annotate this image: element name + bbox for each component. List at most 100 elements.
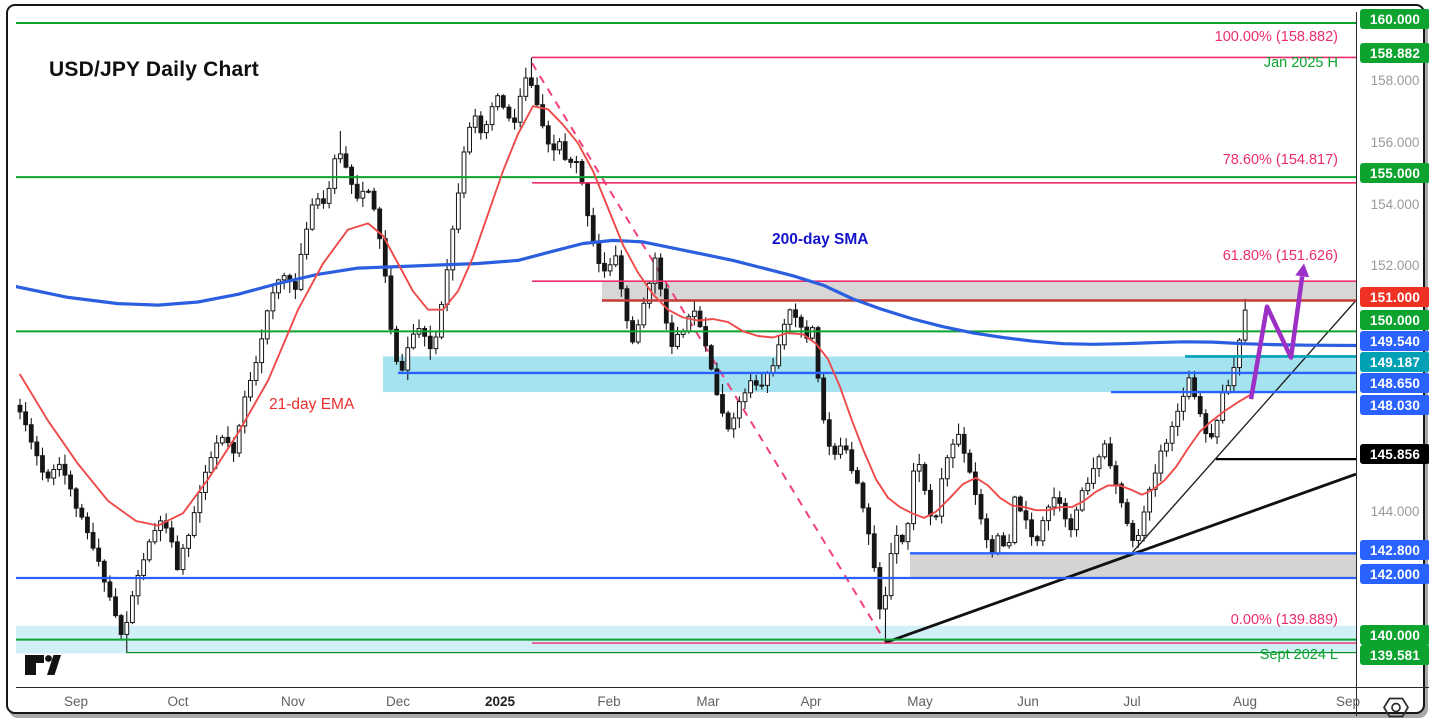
- candle: [742, 388, 748, 410]
- candle: [304, 221, 310, 260]
- candle-body: [349, 166, 354, 185]
- candle: [860, 481, 866, 513]
- candle-body: [455, 192, 461, 230]
- price-axis-separator: [1356, 12, 1357, 716]
- chart-canvas[interactable]: [16, 12, 1356, 687]
- candle: [540, 94, 546, 129]
- candle-body: [613, 255, 619, 266]
- candle: [40, 447, 45, 481]
- candle-body: [34, 441, 40, 457]
- time-axis-separator: [16, 687, 1429, 688]
- candle: [854, 467, 860, 485]
- candle-body: [708, 345, 714, 370]
- candle-body: [1023, 510, 1029, 521]
- tv-logo-t: [25, 655, 44, 675]
- candle-body: [905, 523, 911, 543]
- candle: [787, 308, 793, 335]
- candle-body: [360, 190, 366, 199]
- candle-body: [1152, 472, 1158, 490]
- candle: [1085, 477, 1091, 495]
- candle: [736, 396, 742, 428]
- candle: [34, 435, 40, 466]
- candle-body: [141, 559, 147, 576]
- candle-body: [270, 292, 276, 312]
- candle: [843, 438, 849, 454]
- candle-body: [1141, 511, 1147, 536]
- candle-body: [1203, 413, 1209, 435]
- candle: [725, 410, 731, 432]
- candle-body: [197, 492, 203, 514]
- candle: [1175, 403, 1181, 437]
- candle-body: [692, 310, 697, 318]
- tradingview-logo[interactable]: [25, 655, 61, 675]
- x-axis-month-Sep: Sep: [1335, 694, 1361, 709]
- candle-body: [1124, 502, 1130, 524]
- candle: [146, 538, 152, 563]
- candle-body: [922, 464, 928, 491]
- candle: [1034, 534, 1040, 546]
- candle-body: [495, 95, 501, 108]
- candle-body: [405, 347, 411, 371]
- candle-body: [573, 161, 579, 164]
- candle-body: [1135, 534, 1141, 541]
- candle-body: [444, 269, 450, 305]
- axis-settings-button[interactable]: [1377, 694, 1415, 721]
- candle-body: [472, 115, 478, 128]
- candle: [1017, 495, 1023, 513]
- candle-body: [944, 457, 950, 480]
- candle: [916, 453, 922, 483]
- candle: [1023, 500, 1029, 530]
- candle-body: [377, 208, 383, 240]
- x-axis-month-Sep: Sep: [63, 694, 89, 709]
- candle-body: [618, 255, 624, 290]
- candle: [253, 355, 259, 386]
- candle: [354, 174, 360, 202]
- candle: [298, 243, 304, 292]
- candle: [17, 398, 23, 420]
- candle-body: [810, 327, 815, 339]
- x-axis-month-May: May: [907, 694, 933, 709]
- candle-body: [821, 377, 827, 421]
- candle: [124, 611, 130, 653]
- x-axis-month-Jul: Jul: [1123, 694, 1141, 709]
- candle-body: [1012, 496, 1018, 544]
- candle-body: [85, 516, 90, 534]
- candle-body: [500, 95, 506, 108]
- candle-body: [394, 328, 399, 362]
- candle-body: [956, 433, 961, 445]
- tv-logo-dot: [45, 655, 52, 662]
- candle-body: [545, 125, 551, 145]
- candle: [1107, 436, 1113, 470]
- candle-body: [1062, 502, 1068, 520]
- chart-frame: USD/JPY Daily Chart 158.000 156.000 154.00…: [6, 4, 1429, 718]
- candle: [422, 325, 428, 347]
- candle-body: [950, 443, 956, 459]
- candle-body: [1231, 367, 1237, 387]
- candle: [973, 462, 978, 505]
- candle-body: [1214, 419, 1220, 438]
- candle: [180, 544, 186, 575]
- candle-body: [23, 411, 29, 426]
- tv-logo-v: [47, 655, 61, 675]
- candle-body: [832, 445, 838, 455]
- candle: [1130, 520, 1136, 548]
- candle: [461, 146, 467, 199]
- candle: [242, 390, 248, 434]
- candle: [1209, 423, 1214, 440]
- candle: [517, 88, 523, 128]
- candle: [871, 525, 877, 572]
- candle: [214, 435, 220, 469]
- candle-body: [973, 471, 978, 496]
- candle-body: [562, 141, 568, 160]
- candle-body: [219, 436, 225, 444]
- candle: [433, 331, 439, 355]
- candle: [753, 374, 759, 391]
- candle: [264, 309, 270, 345]
- candle: [455, 183, 461, 234]
- candle-body: [281, 275, 287, 281]
- candle: [68, 470, 73, 497]
- candle: [90, 522, 96, 551]
- candle: [371, 187, 377, 212]
- candle: [1051, 487, 1057, 516]
- x-axis-month-Mar: Mar: [696, 694, 720, 709]
